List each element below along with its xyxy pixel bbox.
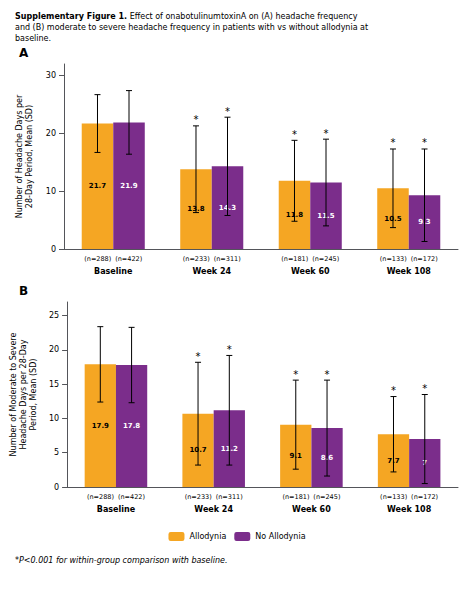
svg-text:Effect of onabotulinumtoxinA o: Effect of onabotulinumtoxinA on (A) head… [127, 12, 358, 21]
svg-text:Week 60: Week 60 [292, 505, 331, 514]
svg-text:*: * [193, 114, 198, 125]
svg-text:Number of Headache Days per: Number of Headache Days per [15, 94, 24, 218]
svg-text:8.6: 8.6 [320, 453, 334, 462]
svg-text:(n=172): (n=172) [411, 255, 438, 263]
svg-text:*: * [422, 137, 427, 148]
svg-text:Week 108: Week 108 [387, 267, 432, 276]
svg-text:(n=311): (n=311) [216, 493, 243, 501]
svg-text:(n=172): (n=172) [411, 493, 438, 501]
svg-text:0: 0 [54, 483, 59, 492]
svg-text:B: B [19, 284, 28, 298]
svg-text:No Allodynia: No Allodynia [255, 532, 305, 541]
svg-text:14.3: 14.3 [218, 203, 237, 212]
svg-text:*: * [422, 383, 427, 394]
svg-text:Week 108: Week 108 [387, 505, 432, 514]
svg-text:21.9: 21.9 [120, 182, 137, 190]
svg-text:(n=245): (n=245) [312, 255, 339, 263]
svg-text:*: * [390, 137, 395, 148]
svg-text:13.8: 13.8 [187, 205, 205, 214]
svg-text:*: * [391, 385, 396, 396]
svg-text:7.7: 7.7 [387, 456, 400, 465]
svg-text:Week 24: Week 24 [192, 267, 231, 276]
svg-text:17.9: 17.9 [92, 422, 109, 430]
svg-text:(n=288): (n=288) [87, 493, 114, 501]
svg-text:*: * [225, 106, 230, 117]
svg-text:Baseline: Baseline [97, 505, 136, 514]
svg-text:(n=233): (n=233) [185, 493, 212, 501]
svg-text:*: * [293, 369, 298, 380]
svg-text:(n=133): (n=133) [380, 255, 407, 263]
svg-text:Supplementary Figure 1.: Supplementary Figure 1. [15, 12, 127, 21]
svg-text:28-Day Period, Mean (SD): 28-Day Period, Mean (SD) [25, 105, 34, 208]
svg-text:*: * [196, 351, 201, 362]
svg-text:(n=233): (n=233) [183, 255, 210, 263]
svg-text:7: 7 [422, 459, 428, 467]
svg-text:11.8: 11.8 [285, 210, 304, 219]
svg-text:A: A [19, 46, 29, 60]
svg-text:10: 10 [49, 414, 59, 423]
svg-text:(n=288): (n=288) [84, 255, 111, 263]
svg-text:10: 10 [46, 187, 56, 196]
svg-text:Number of Moderate to Severe: Number of Moderate to Severe [9, 333, 18, 457]
svg-text:*: * [292, 129, 297, 140]
svg-text:baseline.: baseline. [15, 34, 51, 43]
svg-text:30: 30 [46, 71, 56, 80]
svg-text:and (B) moderate to severe hea: and (B) moderate to severe headache freq… [15, 23, 368, 32]
svg-text:*: * [227, 344, 232, 355]
svg-text:0: 0 [51, 245, 56, 254]
svg-text:Week 60: Week 60 [291, 267, 330, 276]
svg-text:Headache Days per 28-Day: Headache Days per 28-Day [19, 339, 28, 449]
svg-text:5: 5 [54, 448, 59, 457]
svg-text:17.8: 17.8 [123, 422, 140, 430]
svg-text:25: 25 [49, 311, 59, 320]
svg-text:Period, Mean (SD): Period, Mean (SD) [29, 359, 38, 431]
svg-text:*: * [324, 128, 329, 139]
svg-text:20: 20 [46, 129, 56, 138]
svg-text:(n=133): (n=133) [380, 493, 407, 501]
svg-text:Allodynia: Allodynia [189, 532, 226, 541]
svg-text:(n=311): (n=311) [214, 255, 241, 263]
svg-text:10.7: 10.7 [189, 446, 207, 455]
svg-text:Week 24: Week 24 [194, 505, 233, 514]
svg-text:(n=422): (n=422) [115, 255, 142, 263]
svg-text:9.3: 9.3 [418, 218, 431, 227]
svg-text:11.5: 11.5 [317, 211, 335, 220]
svg-text:9.1: 9.1 [289, 451, 302, 460]
svg-text:(n=181): (n=181) [281, 255, 308, 263]
svg-text:(n=245): (n=245) [313, 493, 340, 501]
svg-text:*P<0.001 for within-group comp: *P<0.001 for within-group comparison wit… [15, 556, 227, 565]
svg-text:Baseline: Baseline [94, 267, 133, 276]
svg-text:20: 20 [49, 345, 59, 354]
svg-text:10.5: 10.5 [384, 214, 402, 223]
svg-text:(n=422): (n=422) [118, 493, 145, 501]
svg-text:11.2: 11.2 [220, 444, 238, 453]
svg-text:21.7: 21.7 [89, 182, 106, 190]
svg-text:*: * [325, 369, 330, 380]
svg-text:(n=181): (n=181) [282, 493, 309, 501]
svg-text:15: 15 [49, 380, 59, 389]
